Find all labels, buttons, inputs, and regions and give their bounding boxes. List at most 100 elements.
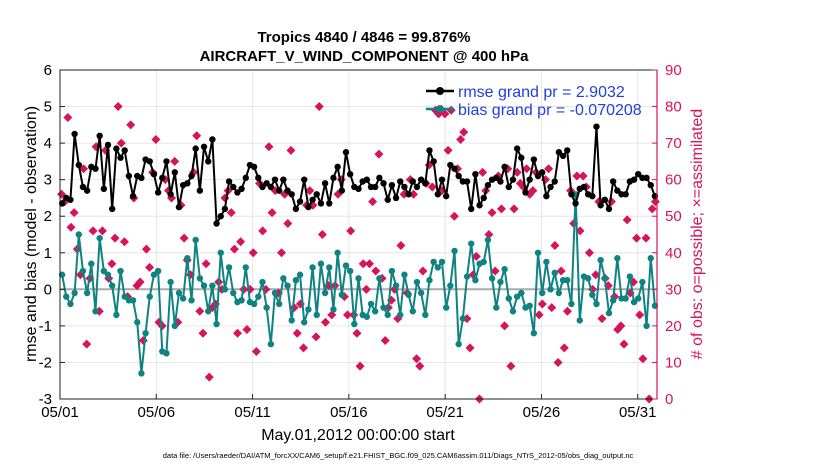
bias-point [351,320,358,328]
bias-point [88,260,95,267]
y-tick-label: 3 [44,172,52,189]
bias-point [626,273,634,280]
obs-count-point [635,310,645,320]
obs-count-point [97,226,107,236]
obs-count-point [412,354,422,364]
rmse-point [321,180,329,187]
y-tick-label: -3 [39,391,52,408]
bias-point [367,300,375,308]
bias-point [518,289,525,297]
bias-series [58,191,659,377]
x-tick-label: 05/01 [41,404,79,421]
bias-point [200,282,208,289]
bias-point [643,322,650,330]
obs-count-point [226,208,236,218]
obs-count-point [456,134,466,144]
obs-count-point [449,211,459,221]
rmse-point [309,196,316,203]
bias-point [376,275,383,282]
obs-count-point [63,113,73,123]
bias-point [551,269,558,277]
bias-point [326,264,333,271]
y2-tick-label: 60 [665,172,682,189]
x-tick-label: 05/16 [330,404,368,421]
rmse-point [438,176,446,183]
bias-point [543,258,550,266]
obs-count-point [361,284,371,294]
bias-point [221,286,229,293]
bias-point [292,276,300,284]
rmse-point [292,205,300,213]
x-tick-label: 05/31 [619,404,657,421]
obs-count-point [534,310,544,320]
bias-point [75,231,82,238]
bias-point [225,264,233,271]
y2-tick-label: 80 [665,99,682,116]
obs-count-point [622,215,632,225]
x-tick-label: 05/11 [234,404,270,421]
rmse-point [196,187,204,194]
rmse-point [597,202,604,209]
rmse-point [538,169,546,176]
rmse-point [238,185,245,193]
obs-count-point [647,204,657,214]
legend-rmse-label: rmse grand pr = 2.9032 [458,84,625,101]
obs-count-point [638,354,648,364]
x-axis-label: May.01,2012 00:00:00 start [261,427,455,444]
bias-point [63,293,70,300]
bias-point [480,258,487,266]
rmse-point [83,187,91,194]
rmse-point [217,213,224,220]
rmse-point [355,185,362,193]
rmse-point [313,191,320,198]
rmse-point [422,180,429,187]
rmse-point [242,174,249,182]
obs-count-point [650,197,660,207]
obs-count-point [616,321,626,331]
bias-point [108,282,116,289]
rmse-point [484,181,492,189]
bias-point [275,300,283,308]
rmse-point [568,191,575,198]
obs-count-point [192,131,202,141]
obs-count-point [267,208,277,218]
bias-point [301,319,308,326]
bias-point [138,370,145,377]
obs-count-point [584,248,594,258]
obs-count-point [145,262,155,272]
obs-count-point [119,237,129,247]
bias-point [526,302,533,309]
bias-point [434,264,442,271]
y-tick-label: 1 [44,245,52,262]
bias-point [263,304,270,311]
rmse-point [175,203,183,211]
rmse-point [530,156,538,163]
obs-count-point [233,328,243,338]
bias-point [384,311,391,319]
obs-count-point [368,197,378,207]
bias-point [334,249,341,256]
bias-point [284,282,291,289]
obs-count-point [562,306,572,316]
rmse-point [572,200,579,207]
bias-point [146,293,153,300]
bias-point [630,298,638,306]
obs-count-point [179,233,189,243]
rmse-point [326,200,333,207]
obs-count-point [396,240,406,250]
rmse-point [480,194,487,202]
legend-bias-marker [436,105,444,113]
rmse-point [129,192,137,200]
y-tick-label: 4 [44,135,52,152]
obs-count-point [578,171,588,181]
obs-count-point [229,244,239,254]
y-tick-label: -1 [39,318,52,335]
y-axis-label: rmse and bias (model - observation) [23,106,40,362]
rmse-point [643,174,650,182]
y-tick-label: 5 [44,99,52,116]
rmse-point [413,183,421,191]
y-axis-right: 0 10 20 30 40 50 60 70 80 90 [652,62,682,408]
obs-count-point [201,259,211,269]
rmse-point [125,172,133,180]
bias-point [296,271,304,278]
